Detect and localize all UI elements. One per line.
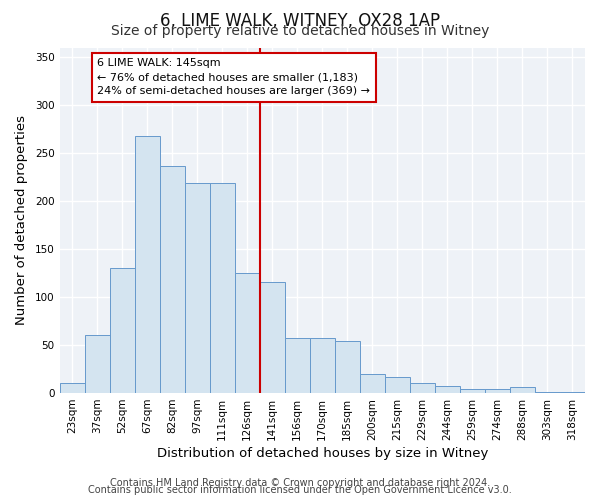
Bar [285,338,310,393]
Text: 6, LIME WALK, WITNEY, OX28 1AP: 6, LIME WALK, WITNEY, OX28 1AP [160,12,440,30]
Bar [209,183,235,393]
Bar [235,273,260,393]
Bar [410,384,435,393]
Bar [59,384,85,393]
Bar [560,392,585,393]
Bar [510,388,535,393]
Text: 6 LIME WALK: 145sqm
← 76% of detached houses are smaller (1,183)
24% of semi-det: 6 LIME WALK: 145sqm ← 76% of detached ho… [97,58,370,96]
Bar [134,136,160,393]
Text: Size of property relative to detached houses in Witney: Size of property relative to detached ho… [111,24,489,38]
Bar [310,338,335,393]
Bar [260,282,285,393]
Bar [460,389,485,393]
Bar [360,374,385,393]
Text: Contains public sector information licensed under the Open Government Licence v3: Contains public sector information licen… [88,485,512,495]
Bar [160,166,185,393]
Bar [485,389,510,393]
Bar [185,183,209,393]
Y-axis label: Number of detached properties: Number of detached properties [15,116,28,326]
Bar [535,392,560,393]
Bar [85,336,110,393]
Bar [385,377,410,393]
Bar [435,386,460,393]
Bar [335,341,360,393]
Text: Contains HM Land Registry data © Crown copyright and database right 2024.: Contains HM Land Registry data © Crown c… [110,478,490,488]
Bar [110,268,134,393]
X-axis label: Distribution of detached houses by size in Witney: Distribution of detached houses by size … [157,447,488,460]
